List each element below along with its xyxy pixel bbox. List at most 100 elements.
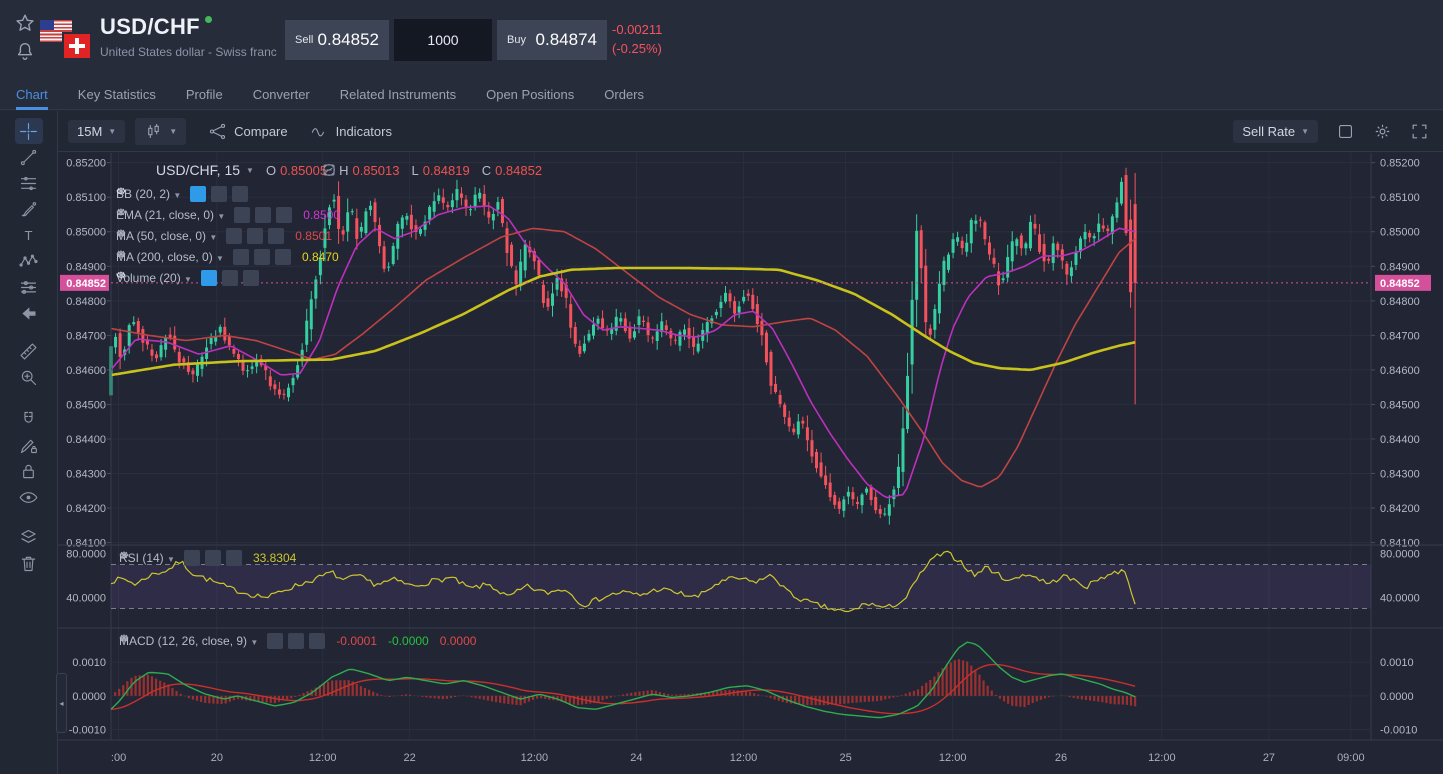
- currency-pair-flags: [40, 18, 92, 60]
- alert-bell-icon[interactable]: [14, 40, 36, 62]
- indicator-settings-icon[interactable]: [117, 228, 264, 244]
- legend-symbol[interactable]: USD/CHF, 15: [156, 162, 241, 178]
- svg-text:0.0000: 0.0000: [1380, 691, 1414, 703]
- remove-indicator-icon[interactable]: [120, 633, 326, 649]
- remove-indicator-icon[interactable]: [120, 550, 242, 566]
- remove-indicator-icon[interactable]: [117, 228, 285, 244]
- chevron-down-icon[interactable]: ▼: [246, 165, 254, 175]
- settings-gear-icon[interactable]: [1373, 122, 1392, 141]
- hide-all-icon[interactable]: [15, 484, 43, 510]
- chart-style-selector[interactable]: ▼: [135, 117, 187, 145]
- object-tree-icon[interactable]: [15, 524, 43, 550]
- chart-canvas[interactable]: 0.85200 0.85200 0.85100 0.85100 0.85000 0.850…: [56, 153, 1443, 774]
- compare-button[interactable]: Compare: [208, 122, 288, 141]
- fib-retracement-icon[interactable]: [15, 170, 43, 196]
- tab-related-instruments[interactable]: Related Instruments: [339, 86, 457, 102]
- visibility-eye-icon[interactable]: [116, 270, 217, 286]
- visibility-eye-icon[interactable]: [116, 249, 249, 265]
- indicator-settings-icon[interactable]: [117, 186, 228, 202]
- xabcd-pattern-icon[interactable]: [15, 248, 43, 274]
- draw-lock-icon[interactable]: [15, 432, 43, 458]
- zoom-in-icon[interactable]: [15, 364, 43, 390]
- price-change-percent: (-0.25%): [612, 41, 662, 56]
- remove-drawings-icon[interactable]: [15, 550, 43, 576]
- indicator-label[interactable]: RSI (14) ▼: [119, 551, 175, 565]
- svg-text:0.0000: 0.0000: [72, 691, 106, 703]
- remove-indicator-icon[interactable]: [117, 207, 293, 223]
- svg-text:25: 25: [839, 752, 851, 764]
- indicator-label[interactable]: Volume (20) ▼: [116, 271, 192, 285]
- svg-text:0.84700: 0.84700: [1380, 330, 1420, 342]
- tab-converter[interactable]: Converter: [252, 86, 310, 102]
- svg-text:0.85100: 0.85100: [1380, 192, 1420, 204]
- indicators-button[interactable]: Indicators: [310, 122, 392, 141]
- brush-icon[interactable]: [15, 196, 43, 222]
- text-icon[interactable]: T: [15, 222, 43, 248]
- visibility-eye-icon[interactable]: [119, 633, 284, 649]
- rate-selector-value: Sell Rate: [1242, 123, 1296, 139]
- tab-open-positions[interactable]: Open Positions: [486, 86, 575, 102]
- amount-input[interactable]: [394, 19, 492, 61]
- tab-key-statistics[interactable]: Key Statistics: [77, 86, 156, 102]
- svg-text:80.0000: 80.0000: [66, 549, 106, 561]
- remove-indicator-icon[interactable]: [117, 270, 259, 286]
- indicator-settings-icon[interactable]: [117, 249, 270, 265]
- rate-selector[interactable]: Sell Rate ▼: [1233, 119, 1318, 143]
- indicators-wave-icon: [310, 122, 329, 141]
- svg-text:20: 20: [211, 752, 223, 764]
- indicator-settings-icon[interactable]: [120, 633, 305, 649]
- forecast-icon[interactable]: [15, 274, 43, 300]
- pane-collapse-handle[interactable]: ◂: [56, 673, 67, 733]
- crosshair-icon[interactable]: [14, 118, 43, 144]
- buy-button[interactable]: Buy 0.84874: [497, 20, 607, 60]
- svg-text:12:00: 12:00: [521, 752, 549, 764]
- svg-text:0.0010: 0.0010: [72, 657, 106, 669]
- visibility-eye-icon[interactable]: [116, 186, 207, 202]
- svg-text:24: 24: [630, 752, 642, 764]
- drawing-toolbar: T: [0, 111, 57, 774]
- remove-indicator-icon[interactable]: [117, 186, 249, 202]
- sell-button[interactable]: Sell 0.84852: [285, 20, 389, 60]
- snapshot-icon[interactable]: [1336, 122, 1355, 141]
- visibility-eye-icon[interactable]: [119, 550, 200, 566]
- visibility-eye-icon[interactable]: [116, 207, 251, 223]
- tab-profile[interactable]: Profile: [185, 86, 223, 102]
- indicator-label[interactable]: MACD (12, 26, close, 9) ▼: [119, 634, 259, 648]
- indicator-label[interactable]: EMA (21, close, 0) ▼: [116, 208, 226, 222]
- svg-text:0.85000: 0.85000: [66, 227, 106, 239]
- svg-text:0.84300: 0.84300: [1380, 469, 1420, 481]
- trend-line-icon[interactable]: [15, 144, 43, 170]
- indicator-settings-icon[interactable]: [117, 207, 272, 223]
- tab-chart[interactable]: Chart: [16, 78, 48, 110]
- svg-text:26: 26: [1055, 752, 1067, 764]
- tab-orders[interactable]: Orders: [604, 86, 645, 102]
- magnet-icon[interactable]: [15, 406, 43, 432]
- watchlist-star-icon[interactable]: [14, 12, 36, 34]
- ruler-icon[interactable]: [15, 338, 43, 364]
- visibility-eye-icon[interactable]: [116, 228, 243, 244]
- sell-label: Sell: [295, 34, 314, 46]
- interval-selector[interactable]: 15M ▼: [68, 119, 126, 143]
- lock-all-icon[interactable]: [15, 458, 43, 484]
- price-change: -0.00211 (-0.25%): [612, 20, 662, 58]
- svg-text:0.85200: 0.85200: [1380, 158, 1420, 170]
- indicator-settings-icon[interactable]: [117, 270, 238, 286]
- svg-text:27: 27: [1263, 752, 1275, 764]
- svg-text:0.85200: 0.85200: [66, 158, 106, 170]
- indicator-label[interactable]: MA (50, close, 0) ▼: [116, 229, 218, 243]
- chevron-down-icon: ▼: [209, 233, 218, 242]
- indicator-settings-icon[interactable]: [120, 550, 221, 566]
- minus-square-icon[interactable]: [135, 163, 335, 178]
- remove-indicator-icon[interactable]: [117, 249, 291, 265]
- indicator-row: EMA (21, close, 0) ▼ 0.8500: [116, 207, 340, 223]
- indicator-label[interactable]: MA (200, close, 0) ▼: [116, 250, 224, 264]
- fullscreen-icon[interactable]: [1410, 122, 1429, 141]
- svg-text:40.0000: 40.0000: [1380, 592, 1420, 604]
- arrow-cursor-icon[interactable]: [15, 300, 43, 326]
- symbol-subtitle: United States dollar - Swiss franc: [100, 45, 277, 59]
- svg-text:0.0010: 0.0010: [1380, 657, 1414, 669]
- svg-text:12:00: 12:00: [730, 752, 758, 764]
- indicator-label[interactable]: BB (20, 2) ▼: [116, 187, 182, 201]
- svg-text:12:00: 12:00: [309, 752, 337, 764]
- price-chart-svg[interactable]: 0.85200 0.85200 0.85100 0.85100 0.85000 0.850…: [58, 153, 1443, 774]
